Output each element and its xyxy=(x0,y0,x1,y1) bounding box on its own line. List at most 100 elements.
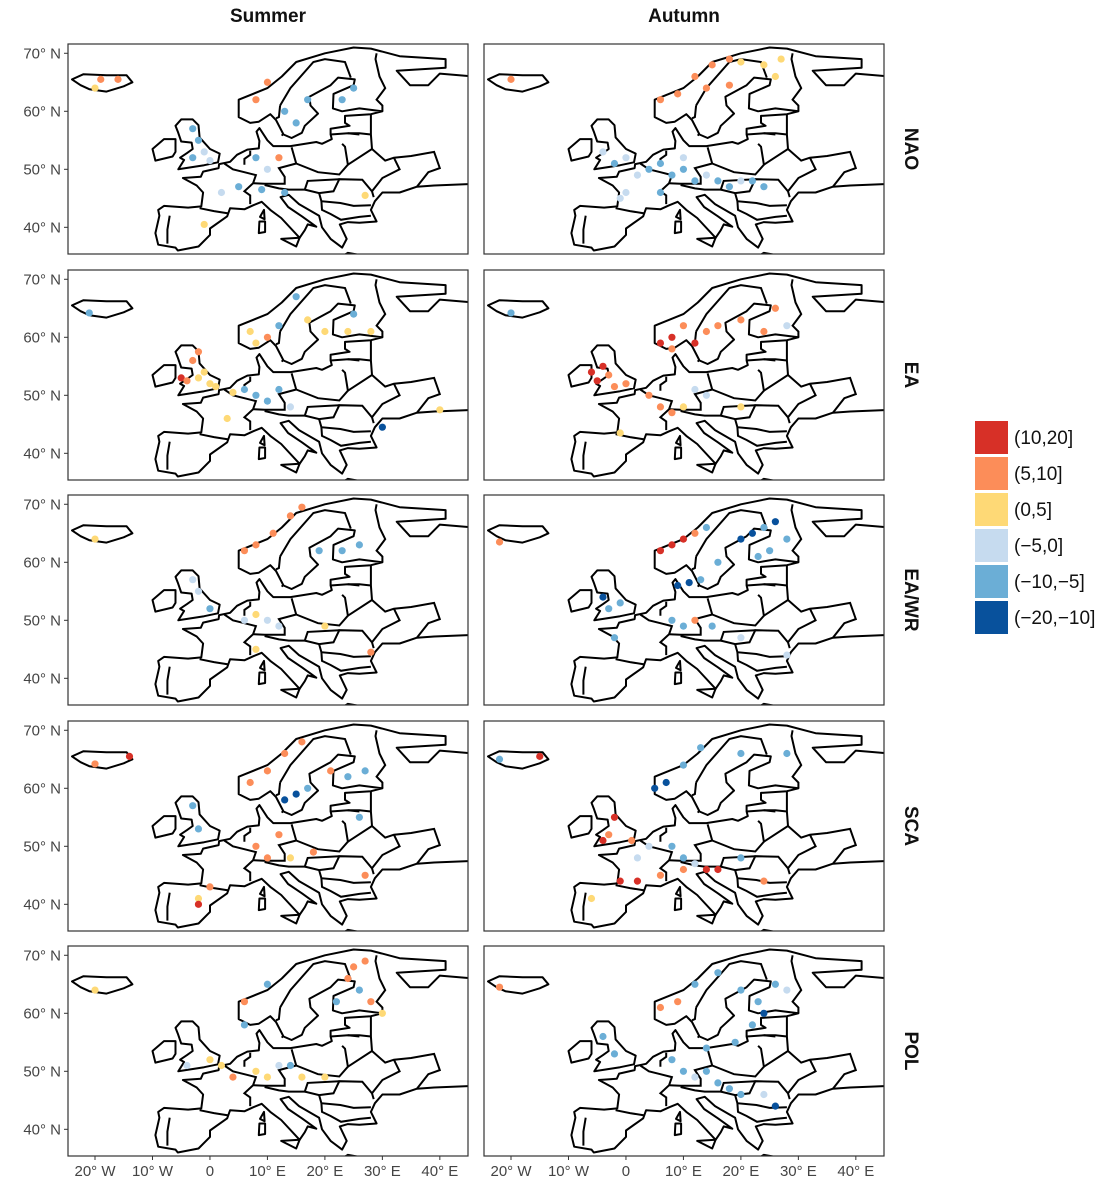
land xyxy=(487,299,550,319)
station-point xyxy=(263,616,272,624)
station-point xyxy=(281,796,289,804)
station-point xyxy=(760,1009,768,1017)
y-tick-label: 70° N xyxy=(23,496,61,513)
station-point xyxy=(189,125,197,133)
station-point xyxy=(656,1003,665,1012)
panel xyxy=(487,272,884,480)
station-point xyxy=(536,752,544,760)
station-point xyxy=(599,836,607,845)
panel-frame xyxy=(67,720,469,932)
border xyxy=(680,404,756,417)
legend-key xyxy=(975,421,1008,454)
station-point xyxy=(679,165,688,173)
panel xyxy=(487,497,884,705)
panel-frame xyxy=(483,720,885,932)
border xyxy=(330,358,360,362)
border xyxy=(374,955,387,1014)
border xyxy=(199,207,229,215)
land xyxy=(151,1040,177,1064)
border xyxy=(371,599,442,639)
land xyxy=(567,364,593,388)
station-point xyxy=(263,397,272,405)
x-tick-label: 0 xyxy=(206,1163,214,1180)
station-point xyxy=(783,986,791,994)
legend-label: (−5,0] xyxy=(1014,536,1063,557)
border xyxy=(787,383,817,418)
panel xyxy=(71,948,468,1156)
panel-frame xyxy=(67,945,469,1157)
station-point xyxy=(737,177,745,185)
station-point xyxy=(495,983,504,991)
border xyxy=(320,1103,372,1123)
y-tick-label: 60° N xyxy=(23,103,61,120)
station-point xyxy=(760,61,768,69)
land xyxy=(174,569,221,622)
station-point xyxy=(708,61,716,69)
border xyxy=(734,418,787,433)
border xyxy=(736,427,788,447)
station-point xyxy=(760,183,768,191)
legend-key xyxy=(975,493,1008,526)
border xyxy=(374,504,387,563)
land xyxy=(696,913,717,925)
border xyxy=(659,827,668,842)
land xyxy=(280,687,301,699)
station-point xyxy=(240,547,249,555)
border xyxy=(295,820,349,853)
station-point xyxy=(252,391,260,399)
border xyxy=(763,340,790,392)
land xyxy=(259,208,266,221)
land xyxy=(280,462,301,474)
border xyxy=(279,960,352,1009)
station-point xyxy=(367,998,375,1006)
border xyxy=(264,629,340,642)
border xyxy=(199,433,229,441)
station-point xyxy=(587,894,596,903)
station-point xyxy=(275,622,283,630)
panel xyxy=(487,46,884,254)
station-point xyxy=(229,388,237,397)
border xyxy=(582,1117,587,1146)
station-point xyxy=(194,587,203,595)
station-point xyxy=(252,1067,260,1075)
station-point xyxy=(633,171,642,179)
border xyxy=(243,601,252,616)
station-point xyxy=(229,1073,237,1081)
border xyxy=(696,809,701,814)
land xyxy=(257,671,267,686)
border xyxy=(763,114,790,166)
border xyxy=(371,825,442,865)
station-point xyxy=(605,605,613,613)
station-point xyxy=(235,183,243,191)
land xyxy=(259,659,266,672)
land xyxy=(154,272,468,478)
border xyxy=(659,376,668,391)
station-point xyxy=(263,854,272,862)
land xyxy=(151,138,177,162)
border xyxy=(264,178,340,191)
land xyxy=(696,462,717,474)
land xyxy=(257,1122,267,1137)
panel xyxy=(71,46,468,254)
station-point xyxy=(495,755,504,763)
land xyxy=(673,897,683,912)
border xyxy=(347,565,374,617)
border xyxy=(695,735,768,784)
station-point xyxy=(194,348,203,356)
station-point xyxy=(605,831,613,839)
station-point xyxy=(350,963,358,971)
station-point xyxy=(114,75,122,83)
land xyxy=(154,948,468,1154)
land xyxy=(590,1020,637,1073)
border xyxy=(330,583,360,587)
x-tick-label: 20° E xyxy=(306,1163,343,1180)
station-point xyxy=(702,171,711,179)
station-point xyxy=(275,322,283,330)
border xyxy=(582,215,587,244)
station-point xyxy=(760,523,768,532)
border xyxy=(223,162,258,205)
border xyxy=(696,1034,701,1039)
border xyxy=(347,791,374,843)
border xyxy=(582,666,587,695)
station-point xyxy=(263,78,272,86)
